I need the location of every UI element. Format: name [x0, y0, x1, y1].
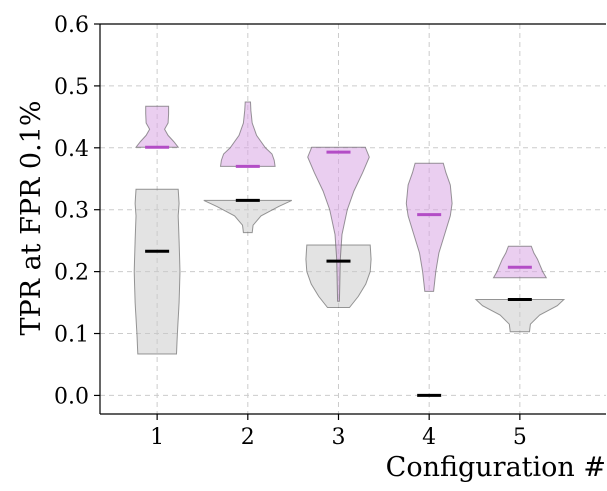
y-tick-label: 0.0 [54, 384, 89, 409]
violin-grey-1 [133, 188, 181, 355]
y-axis-title: TPR at FPR 0.1% [16, 100, 47, 335]
y-tick-label: 0.6 [54, 13, 89, 38]
violins [133, 101, 566, 397]
violin-grey-2 [203, 199, 293, 234]
axes: 0.0 0.1 0.2 0.3 0.4 0.5 0.6 1 2 3 4 5 [54, 13, 606, 450]
violin-purple-2 [219, 101, 276, 167]
violin-purple-4 [405, 162, 453, 292]
x-axis-title: Configuration # [386, 452, 606, 483]
x-tick-label: 5 [513, 425, 527, 450]
y-tick-label: 0.1 [54, 323, 89, 348]
x-tick-label: 1 [150, 425, 164, 450]
violin-purple-1 [134, 105, 180, 148]
violin-purple-5 [492, 245, 548, 279]
x-tick-label: 3 [331, 425, 345, 450]
violin-purple-3 [307, 146, 370, 302]
y-tick-label: 0.2 [54, 261, 89, 286]
y-tick-label: 0.5 [54, 75, 89, 100]
x-tick-label: 4 [422, 425, 436, 450]
y-tick-label: 0.4 [54, 137, 89, 162]
y-tick-label: 0.3 [54, 199, 89, 224]
x-tick-label: 2 [241, 425, 255, 450]
violin-grey-5 [474, 299, 566, 333]
